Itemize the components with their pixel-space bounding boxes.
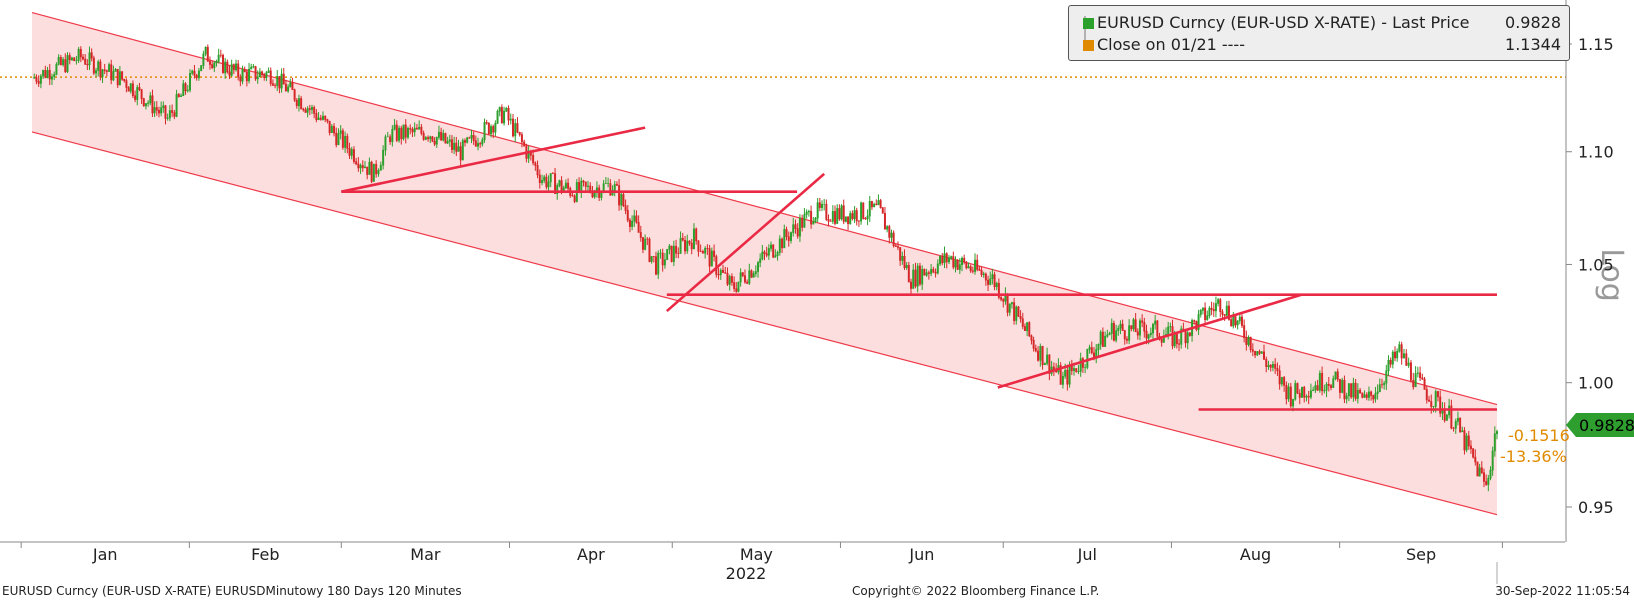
legend-label-last-price: EURUSD Curncy (EUR-USD X-RATE) - Last Pr… xyxy=(1097,13,1470,32)
price-channel xyxy=(31,12,1498,516)
x-tick-label: Mar xyxy=(410,545,441,564)
y-tick-label: 1.00 xyxy=(1578,374,1614,393)
x-tick-label: May xyxy=(740,545,773,564)
legend-swatch-orange xyxy=(1083,40,1094,51)
footer-source: EURUSD Curncy (EUR-USD X-RATE) EURUSDMin… xyxy=(2,584,462,598)
last-price-tag-box xyxy=(1566,413,1634,437)
annotation-lines xyxy=(341,126,1497,411)
axes: Log 2022 0.95 1.00 1.05 1.10 1.15 Jan Feb Mar Ap… xyxy=(0,0,1629,584)
y-axis-label: Log xyxy=(1594,248,1629,302)
y-tick-label: 1.10 xyxy=(1578,143,1614,162)
legend-row-close: Close on 01/21 ---- 1.1344 xyxy=(1081,34,1561,56)
legend-value-close: 1.1344 xyxy=(1505,35,1561,54)
x-tick-label: Jun xyxy=(908,545,934,564)
footer-timestamp: 30-Sep-2022 11:05:54 xyxy=(1495,584,1630,598)
legend-swatch-green xyxy=(1083,18,1094,29)
trend-line xyxy=(341,126,646,193)
legend-value-last-price: 0.9828 xyxy=(1505,13,1561,32)
legend-row-last-price: EURUSD Curncy (EUR-USD X-RATE) - Last Pr… xyxy=(1081,12,1561,34)
x-tick-label: Apr xyxy=(577,545,605,564)
channel-upper-line xyxy=(31,12,1498,406)
legend-label-close: Close on 01/21 ---- xyxy=(1097,35,1245,54)
x-tick-label: Jul xyxy=(1077,545,1097,564)
change-pct-value: -13.36% xyxy=(1500,447,1567,466)
change-value: -0.1516 xyxy=(1508,426,1570,445)
trend-line xyxy=(997,293,1303,389)
y-tick-label: 0.95 xyxy=(1578,498,1614,517)
y-tick-label: 1.05 xyxy=(1578,255,1614,274)
last-price-tag: 0.9828 xyxy=(1566,413,1634,437)
year-label: 2022 xyxy=(726,564,767,583)
last-price-tag-value: 0.9828 xyxy=(1579,416,1634,435)
channel-lower-line xyxy=(31,131,1498,516)
trend-line xyxy=(665,172,826,313)
channel-fill xyxy=(32,12,1497,515)
x-tick-label: Aug xyxy=(1240,545,1271,564)
x-tick-label: Sep xyxy=(1406,545,1436,564)
legend-box: EURUSD Curncy (EUR-USD X-RATE) - Last Pr… xyxy=(1068,5,1570,61)
x-tick-label: Jan xyxy=(92,545,118,564)
x-tick-label: Feb xyxy=(251,545,279,564)
price-series xyxy=(33,44,1498,492)
footer-copyright: Copyright© 2022 Bloomberg Finance L.P. xyxy=(852,584,1100,598)
y-tick-label: 1.15 xyxy=(1578,35,1614,54)
